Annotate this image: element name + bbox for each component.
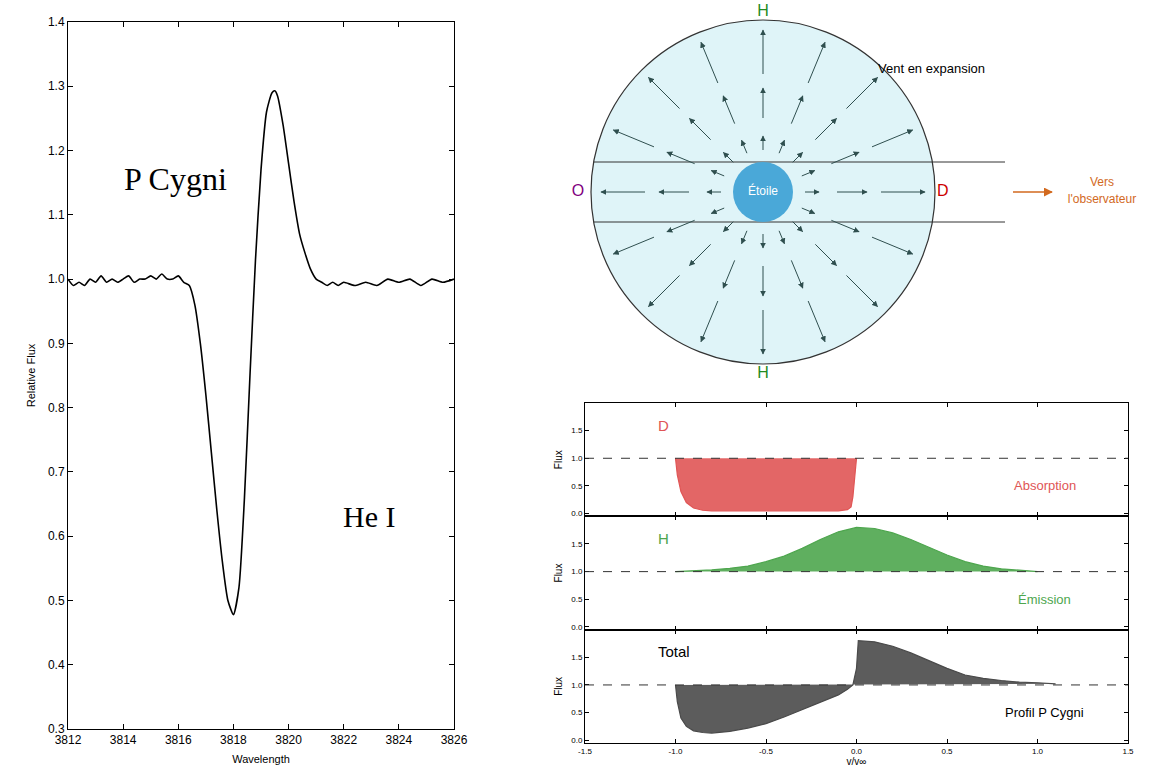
svg-text:Étoile: Étoile xyxy=(748,183,778,198)
svg-text:Vent en expansion: Vent en expansion xyxy=(878,61,985,76)
svg-text:He I: He I xyxy=(343,500,395,533)
svg-text:3822: 3822 xyxy=(330,733,357,747)
svg-text:0.0: 0.0 xyxy=(571,736,583,745)
svg-text:H: H xyxy=(658,530,669,547)
svg-text:0.8: 0.8 xyxy=(48,401,65,415)
svg-text:Total: Total xyxy=(658,643,690,660)
svg-text:D: D xyxy=(658,417,669,434)
svg-text:Vers: Vers xyxy=(1090,175,1114,189)
svg-text:v/v∞: v/v∞ xyxy=(847,756,867,767)
svg-text:1.0: 1.0 xyxy=(571,681,583,690)
svg-text:3826: 3826 xyxy=(441,733,468,747)
svg-text:D: D xyxy=(937,182,949,199)
svg-text:O: O xyxy=(572,182,584,199)
svg-text:0.5: 0.5 xyxy=(571,595,583,604)
svg-text:0.6: 0.6 xyxy=(48,529,65,543)
svg-text:0.5: 0.5 xyxy=(941,747,953,756)
svg-text:0.0: 0.0 xyxy=(571,623,583,632)
svg-text:-1.5: -1.5 xyxy=(578,747,592,756)
svg-text:1.0: 1.0 xyxy=(571,567,583,576)
svg-text:Relative Flux: Relative Flux xyxy=(25,343,37,407)
svg-text:-1.0: -1.0 xyxy=(669,747,683,756)
svg-text:1.0: 1.0 xyxy=(571,454,583,463)
svg-text:l'observateur: l'observateur xyxy=(1068,192,1136,206)
svg-text:1.3: 1.3 xyxy=(48,79,65,93)
svg-text:1.5: 1.5 xyxy=(571,540,583,549)
svg-text:1.5: 1.5 xyxy=(571,653,583,662)
svg-text:Flux: Flux xyxy=(553,564,564,583)
svg-text:1.0: 1.0 xyxy=(1032,747,1044,756)
svg-text:Profil P Cygni: Profil P Cygni xyxy=(1005,705,1084,720)
svg-text:1.5: 1.5 xyxy=(1122,747,1134,756)
svg-text:1.5: 1.5 xyxy=(571,426,583,435)
svg-text:3820: 3820 xyxy=(275,733,302,747)
svg-text:Flux: Flux xyxy=(553,677,564,696)
svg-text:0.9: 0.9 xyxy=(48,337,65,351)
svg-text:Wavelength: Wavelength xyxy=(232,753,290,765)
svg-text:Flux: Flux xyxy=(553,450,564,469)
svg-text:3814: 3814 xyxy=(110,733,137,747)
svg-text:0.4: 0.4 xyxy=(48,658,65,672)
svg-text:Absorption: Absorption xyxy=(1014,478,1076,493)
svg-text:1.1: 1.1 xyxy=(48,208,65,222)
svg-text:1.2: 1.2 xyxy=(48,144,65,158)
svg-text:H: H xyxy=(757,364,769,381)
svg-text:3816: 3816 xyxy=(165,733,192,747)
svg-text:P Cygni: P Cygni xyxy=(124,161,227,197)
svg-text:1.4: 1.4 xyxy=(48,15,65,29)
svg-text:3824: 3824 xyxy=(386,733,413,747)
svg-text:0.5: 0.5 xyxy=(571,482,583,491)
svg-text:0.5: 0.5 xyxy=(571,708,583,717)
svg-text:0.5: 0.5 xyxy=(48,594,65,608)
svg-text:-0.5: -0.5 xyxy=(759,747,773,756)
svg-text:3818: 3818 xyxy=(220,733,247,747)
svg-text:3812: 3812 xyxy=(55,733,82,747)
svg-text:0.0: 0.0 xyxy=(851,747,863,756)
svg-text:1.0: 1.0 xyxy=(48,272,65,286)
svg-text:Émission: Émission xyxy=(1018,592,1071,607)
svg-text:0.7: 0.7 xyxy=(48,465,65,479)
svg-text:0.0: 0.0 xyxy=(571,509,583,518)
svg-text:0.3: 0.3 xyxy=(48,722,65,736)
svg-text:H: H xyxy=(757,2,769,19)
